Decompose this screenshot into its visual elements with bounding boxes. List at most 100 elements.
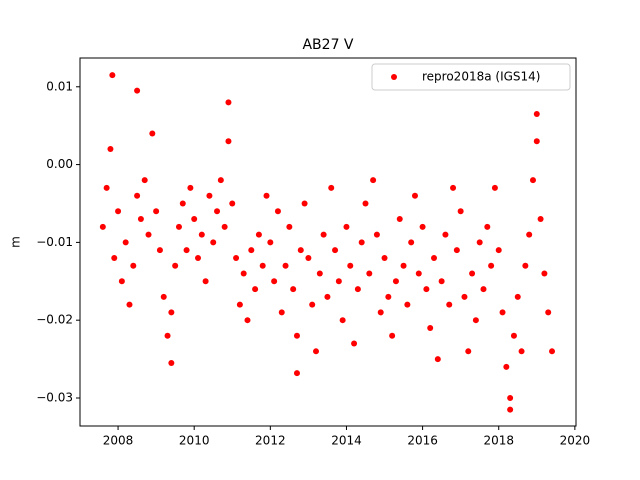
point <box>503 363 510 370</box>
point <box>313 348 320 355</box>
point <box>404 301 411 308</box>
point <box>130 262 137 269</box>
point <box>549 348 556 355</box>
point <box>529 177 536 184</box>
point <box>137 216 144 223</box>
y-tick-label: −0.02 <box>36 313 73 327</box>
point <box>446 301 453 308</box>
point <box>153 208 160 215</box>
point <box>541 270 548 277</box>
point <box>362 200 369 207</box>
point <box>122 239 129 246</box>
x-tick-label: 2016 <box>407 434 438 448</box>
point <box>320 231 327 238</box>
point <box>183 247 190 254</box>
point <box>533 111 540 118</box>
point <box>438 278 445 285</box>
legend-marker <box>391 74 397 80</box>
point <box>396 216 403 223</box>
point <box>434 356 441 363</box>
point <box>206 192 213 199</box>
point <box>400 262 407 269</box>
point <box>389 332 396 339</box>
point <box>109 72 116 79</box>
point <box>164 332 171 339</box>
point <box>343 223 350 230</box>
point <box>240 270 247 277</box>
point <box>168 359 175 366</box>
point <box>99 223 106 230</box>
point <box>244 317 251 324</box>
point <box>431 254 438 261</box>
x-tick-label: 2010 <box>179 434 210 448</box>
point <box>255 231 262 238</box>
point <box>103 184 110 191</box>
point <box>469 270 476 277</box>
point <box>442 231 449 238</box>
point <box>191 216 198 223</box>
point <box>175 223 182 230</box>
point <box>221 223 228 230</box>
y-tick-label: −0.01 <box>36 235 73 249</box>
point <box>499 309 506 316</box>
point <box>545 309 552 316</box>
chart-title: AB27 V <box>302 37 353 53</box>
point <box>472 317 479 324</box>
point <box>373 231 380 238</box>
y-tick-label: 0.00 <box>46 157 73 171</box>
point <box>537 216 544 223</box>
point <box>267 239 274 246</box>
x-tick-label: 2008 <box>103 434 134 448</box>
point <box>297 247 304 254</box>
point <box>168 309 175 316</box>
point <box>427 324 434 331</box>
point <box>324 293 331 300</box>
point <box>419 223 426 230</box>
point <box>491 184 498 191</box>
point <box>172 262 179 269</box>
point <box>309 301 316 308</box>
point <box>358 239 365 246</box>
point <box>392 278 399 285</box>
point <box>461 293 468 300</box>
point <box>282 262 289 269</box>
point <box>293 332 300 339</box>
point <box>149 130 156 137</box>
point <box>510 332 517 339</box>
point <box>335 278 342 285</box>
point <box>507 394 514 401</box>
point <box>134 87 141 94</box>
point <box>160 293 167 300</box>
point <box>179 200 186 207</box>
point <box>377 309 384 316</box>
point <box>332 247 339 254</box>
point <box>145 231 152 238</box>
point <box>210 239 217 246</box>
point <box>476 239 483 246</box>
point <box>450 184 457 191</box>
point <box>366 270 373 277</box>
point <box>415 270 422 277</box>
point <box>533 138 540 145</box>
point <box>370 177 377 184</box>
point <box>381 254 388 261</box>
point <box>411 192 418 199</box>
point <box>488 262 495 269</box>
x-tick-label: 2014 <box>331 434 362 448</box>
point <box>278 309 285 316</box>
point <box>229 200 236 207</box>
point <box>187 184 194 191</box>
point <box>522 262 529 269</box>
point <box>328 184 335 191</box>
point <box>465 348 472 355</box>
x-tick-label: 2018 <box>483 434 514 448</box>
point <box>126 301 133 308</box>
point <box>118 278 125 285</box>
point <box>514 293 521 300</box>
legend-box <box>371 63 571 91</box>
point <box>507 406 514 413</box>
point <box>385 293 392 300</box>
point <box>263 192 270 199</box>
point <box>316 270 323 277</box>
